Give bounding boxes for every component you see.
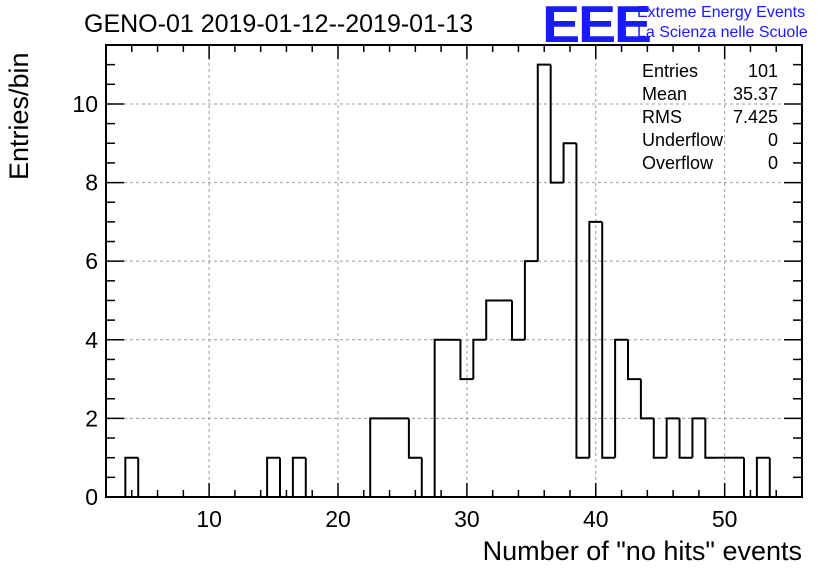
- histogram-bin: [407, 418, 422, 459]
- tick-labels: 10 20 30 40 50 0 2 4 6 8 10: [72, 91, 737, 532]
- histogram-bin: [536, 63, 551, 262]
- logo-line-1: Extreme Energy Events: [637, 4, 806, 21]
- histogram-bin: [652, 418, 667, 459]
- histogram-bin: [291, 456, 306, 497]
- stats-value: 101: [747, 61, 778, 81]
- y-tick-label: 0: [85, 484, 98, 510]
- stats-row-entries: Entries 101: [642, 60, 778, 83]
- y-tick-label: 2: [85, 405, 98, 431]
- histogram-bin: [124, 456, 139, 497]
- logo-caption: Extreme Energy Events La Scienza nelle S…: [637, 3, 808, 43]
- histogram-bin: [755, 456, 770, 497]
- histogram-bin: [665, 417, 680, 458]
- stats-label: Underflow: [642, 130, 724, 150]
- plot-frame: [105, 44, 803, 498]
- histogram-bin: [601, 221, 616, 459]
- histogram-bin: [614, 338, 628, 458]
- x-tick-label: 10: [196, 506, 222, 532]
- histogram-bin: [472, 338, 487, 380]
- histogram-bin: [523, 260, 538, 340]
- stats-row-mean: Mean 35.37: [642, 83, 778, 106]
- histogram-bin: [691, 417, 706, 458]
- stats-value: 35.37: [732, 84, 778, 104]
- stats-row-rms: RMS 7.425: [642, 106, 778, 129]
- stats-value: 0: [767, 153, 778, 173]
- plot-border: [105, 44, 803, 498]
- y-axis-label: Entries/bin: [4, 52, 34, 180]
- eee-logo: EEE: [542, 0, 652, 54]
- histogram-bin: [588, 220, 603, 458]
- chart-title: GENO-01 2019-01-12--2019-01-13: [84, 10, 474, 38]
- y-tick-label: 4: [85, 327, 98, 353]
- histogram-bin: [485, 299, 500, 340]
- histogram-bin: [369, 417, 384, 497]
- histogram-bin: [627, 339, 641, 381]
- histogram-bin: [575, 143, 590, 459]
- stats-value: 0: [767, 130, 778, 150]
- stats-row-overflow: Overflow 0: [642, 152, 778, 175]
- histogram-bin: [459, 339, 474, 381]
- histogram-bin: [511, 300, 525, 341]
- histogram-bin: [433, 338, 448, 497]
- histogram-bin: [420, 457, 435, 498]
- x-tick-label: 20: [325, 506, 351, 532]
- histogram-bin: [137, 457, 152, 498]
- axis-ticks: [105, 44, 803, 498]
- histogram-bin: [549, 64, 564, 184]
- x-tick-label: 30: [454, 506, 480, 532]
- y-tick-label: 10: [72, 91, 98, 117]
- logo-line-2: La Scienza nelle Scuole: [637, 24, 808, 41]
- histogram-bin: [639, 379, 654, 420]
- histogram-bin: [266, 456, 280, 497]
- stats-box: Entries 101 Mean 35.37 RMS 7.425 Underflow 0…: [642, 60, 778, 175]
- histogram-bin: [562, 142, 577, 183]
- histogram-bin: [678, 418, 693, 459]
- stats-label: Entries: [642, 61, 699, 81]
- stats-label: Mean: [642, 84, 688, 104]
- stats-label: RMS: [642, 107, 682, 127]
- x-tick-label: 40: [583, 506, 609, 532]
- y-tick-label: 6: [85, 248, 98, 274]
- x-axis-label: Number of "no hits" events: [482, 536, 802, 566]
- y-tick-label: 8: [85, 170, 98, 196]
- stats-label: Overflow: [642, 153, 714, 173]
- x-tick-label: 50: [712, 506, 738, 532]
- histogram-bin: [704, 418, 719, 459]
- stats-value: 7.425: [732, 107, 778, 127]
- stats-row-underflow: Underflow 0: [642, 129, 778, 152]
